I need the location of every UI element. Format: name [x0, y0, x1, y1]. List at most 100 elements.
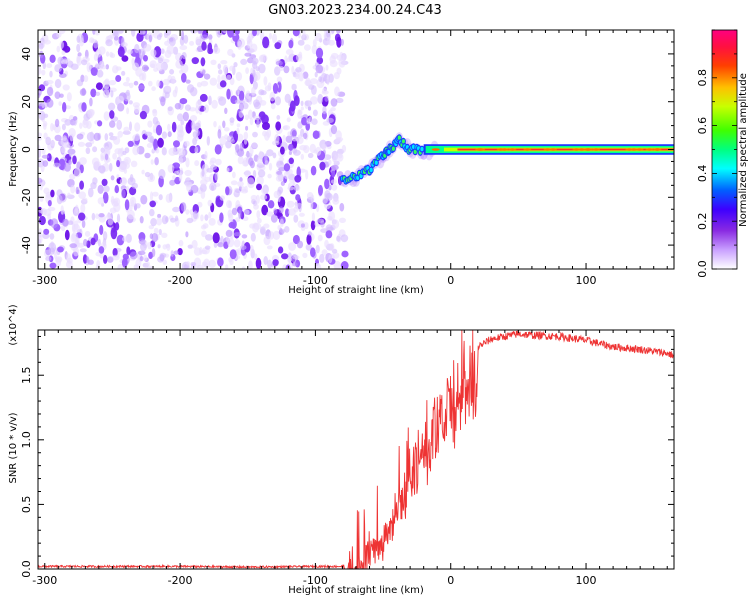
noise-blob [233, 239, 241, 248]
noise-blob [42, 160, 49, 167]
noise-blob [54, 124, 61, 134]
y-tick-label: -40 [20, 236, 33, 254]
noise-blob [234, 99, 241, 104]
noise-blob [102, 191, 109, 204]
noise-blob [73, 246, 79, 257]
noise-blob [284, 55, 288, 64]
noise-blob [86, 120, 92, 130]
noise-blob [109, 120, 116, 128]
noise-blob [254, 71, 261, 81]
noise-blob [104, 153, 109, 161]
noise-blob [60, 59, 68, 65]
noise-blob [110, 198, 119, 204]
signal-core [369, 167, 373, 173]
noise-blob [46, 153, 52, 162]
noise-blob [330, 52, 339, 60]
noise-blob [341, 250, 349, 258]
noise-blob [119, 177, 128, 186]
noise-blob [110, 90, 114, 98]
noise-blob [114, 185, 120, 194]
noise-blob [179, 98, 188, 105]
noise-blob [155, 124, 163, 136]
noise-blob [93, 41, 99, 49]
snr-scale-label: (x10^4) [8, 304, 19, 345]
noise-blob [193, 247, 202, 256]
noise-blob [272, 83, 279, 94]
noise-blob [90, 39, 98, 44]
noise-blob [61, 102, 67, 113]
noise-blob [50, 189, 55, 198]
noise-blob [244, 52, 252, 57]
colorbar-tick-label: 0.6 [696, 117, 709, 135]
noise-blob [81, 102, 87, 112]
noise-blob [61, 50, 66, 56]
noise-blob [236, 123, 241, 128]
noise-blob [150, 159, 154, 165]
noise-blob [263, 236, 271, 246]
signal-core [356, 175, 360, 180]
noise-blob [242, 216, 249, 222]
noise-blob [157, 244, 161, 249]
noise-blob [108, 102, 116, 111]
noise-blob [98, 165, 106, 174]
noise-blob [48, 206, 56, 212]
noise-blob [89, 109, 95, 116]
noise-blob [60, 205, 64, 215]
noise-blob [194, 160, 200, 167]
noise-blob [307, 152, 314, 159]
noise-blob [210, 59, 217, 65]
noise-blob [39, 196, 44, 202]
noise-blob [277, 246, 284, 254]
noise-blob [191, 239, 198, 249]
noise-blob [210, 164, 217, 171]
noise-blob [97, 238, 101, 247]
noise-blob [78, 212, 86, 221]
noise-blob [115, 66, 122, 71]
noise-blob [175, 52, 183, 62]
noise-blob [156, 79, 161, 87]
noise-blob [248, 95, 252, 105]
noise-blob [282, 125, 290, 131]
noise-blob [294, 175, 302, 183]
noise-blob [314, 71, 318, 78]
noise-blob [197, 201, 203, 208]
noise-blob [205, 234, 213, 241]
noise-blob [192, 131, 198, 139]
signal-core [374, 160, 378, 165]
noise-blob [151, 232, 159, 243]
noise-blob [222, 120, 226, 129]
spectrogram-xlabel: Height of straight line (km) [288, 285, 424, 296]
noise-blob [172, 206, 180, 213]
noise-blob [158, 194, 163, 201]
noise-blob [182, 111, 189, 122]
noise-blob [289, 100, 296, 112]
noise-blob [90, 182, 97, 190]
noise-blob [178, 148, 186, 158]
noise-blob [127, 140, 134, 147]
noise-blob [263, 223, 270, 229]
y-tick-label: 0.0 [20, 560, 33, 578]
noise-blob [315, 47, 324, 59]
noise-blob [52, 124, 56, 131]
noise-blob [128, 82, 134, 89]
noise-blob [72, 116, 78, 121]
noise-blob [137, 250, 146, 256]
noise-blob [303, 132, 308, 140]
noise-blob [177, 248, 183, 256]
noise-blob [95, 63, 99, 68]
noise-blob [87, 259, 94, 265]
noise-blob [300, 223, 305, 228]
noise-blob [95, 82, 103, 90]
noise-blob [225, 264, 229, 269]
noise-blob [326, 37, 331, 45]
noise-blob [79, 180, 84, 190]
noise-blob [129, 174, 134, 183]
x-tick-label: 100 [576, 574, 597, 587]
noise-blob [306, 118, 311, 125]
noise-blob [45, 256, 52, 262]
noise-blob [330, 125, 338, 135]
noise-blob [97, 197, 105, 205]
noise-blob [276, 76, 283, 83]
noise-blob [84, 230, 91, 237]
x-tick-label: -300 [32, 574, 57, 587]
